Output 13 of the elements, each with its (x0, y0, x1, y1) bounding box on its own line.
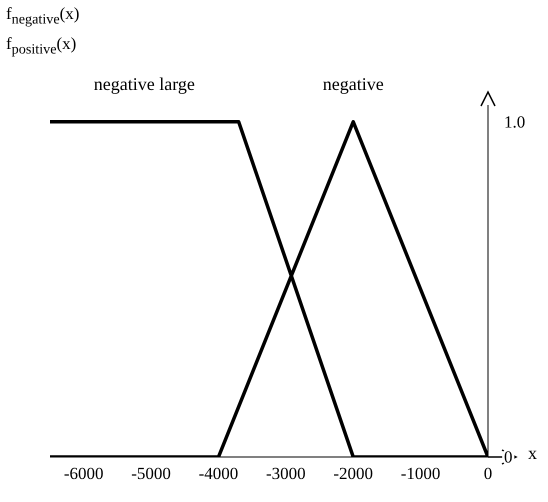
series-label: negative large (92, 74, 196, 95)
text: negative (322, 74, 385, 95)
y-axis-title: f$_{negative}$(x) (6, 4, 80, 28)
x-axis-title: x (528, 443, 537, 464)
x-tick-label: -5000 (131, 464, 171, 483)
y-tick-label: 1.0 (504, 112, 526, 132)
text: f$_{positive}$(x) (6, 34, 76, 58)
x-tick-label: -1000 (400, 464, 440, 483)
x-tick-label: -6000 (64, 464, 104, 483)
x-tick-label: -2000 (333, 464, 374, 483)
x-tick-label: -3000 (266, 464, 306, 483)
x-tick-label: -4000 (198, 464, 238, 483)
x-tick-label: 0 (484, 464, 492, 483)
